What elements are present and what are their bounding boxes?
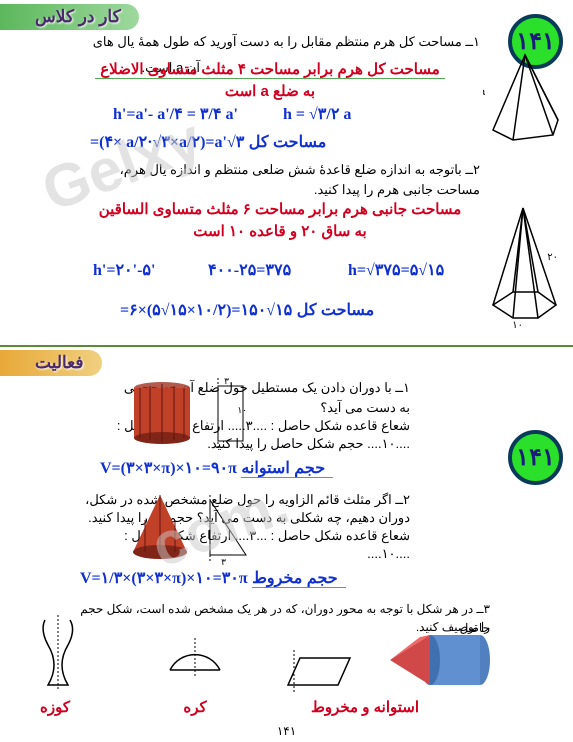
jug-figure xyxy=(30,615,85,695)
formula-h: h = √۳/۲ a xyxy=(283,104,393,124)
divider-line xyxy=(0,345,573,347)
q1-text: ۱ــ مساحت کل هرم منتظم مقابل را به دست آ… xyxy=(80,32,480,53)
ans1-sub: به ضلع a است xyxy=(95,82,445,100)
cyl-cone-label: استوانه و مخروط xyxy=(290,698,440,716)
cylinder-fan-figure xyxy=(130,378,195,450)
hex-pyramid-figure: ۲۰ ۱۰ xyxy=(478,200,568,330)
ans1-title: مساحت کل هرم برابر مساحت ۴ مثلث متساوی ا… xyxy=(95,60,445,79)
formula-f7-label: مساحت کل xyxy=(297,302,375,319)
svg-text:۱۰: ۱۰ xyxy=(512,320,523,330)
formula-area-row: =(۴× a/۲·√۳×a/۲)=a'√۳ مساحت کل xyxy=(90,132,490,152)
svg-text:۳: ۳ xyxy=(221,557,226,565)
formula-f4: h'=۲۰'-۵' xyxy=(93,260,193,280)
pyramid-figure: a xyxy=(483,50,568,145)
formula-f7-row: =۶×(۵√۱۵×۱۰/۲)=۱۵۰√۱۵ مساحت کل xyxy=(120,300,490,320)
svg-text:a: a xyxy=(483,87,485,98)
parallelogram-figure xyxy=(280,650,360,695)
triangle-figure: ۱۰ ۳ xyxy=(198,495,253,565)
work-in-class-header: کار در کلاس xyxy=(0,4,139,30)
ans2-title: مساحت جانبی هرم برابر مساحت ۶ مثلث متساو… xyxy=(90,200,470,218)
page-number-mid: ۱۴۱ xyxy=(508,430,563,485)
formula-f6: h=√۳۷۵=۵√۱۵ xyxy=(348,260,488,280)
rectangle-rotation-figure: ۳ ۱۰ xyxy=(203,378,253,448)
cone-formula-row: V=۱/۳×(۳×۳×π)×۱۰=۳۰π حجم مخروط xyxy=(80,568,500,588)
formula-f7: =۶×(۵√۱۵×۱۰/۲)=۱۵۰√۱۵ xyxy=(120,302,292,319)
svg-text:۳: ۳ xyxy=(224,378,229,386)
q2-text: ۲ــ باتوجه به اندازه ضلع قاعدهٔ شش ضلعی … xyxy=(80,160,480,181)
formula-area-label: مساحت کل xyxy=(249,134,327,151)
cyl-cone-figure xyxy=(380,625,510,700)
sphere-figure xyxy=(160,630,230,685)
ans2-sub: به ساق ۲۰ و قاعده ۱۰ است xyxy=(90,222,470,240)
cylinder-formula-row: V=(۳×۳×π)×۱۰=۹۰π حجم استوانه xyxy=(100,458,500,478)
cylinder-label: حجم استوانه xyxy=(241,460,333,478)
sphere-label: کره xyxy=(165,698,225,716)
formula-f5: ۴۰۰-۲۵=۳۷۵ xyxy=(208,260,338,280)
formula-h-squared: h'=a'- a'/۴ = ۳/۴ a' xyxy=(113,104,243,124)
activity-header: فعالیت xyxy=(0,350,102,376)
cylinder-formula: V=(۳×۳×π)×۱۰=۹۰π xyxy=(100,460,237,477)
cone-formula: V=۱/۳×(۳×۳×π)×۱۰=۳۰π xyxy=(80,570,248,587)
svg-text:۲۰: ۲۰ xyxy=(547,252,558,263)
footer-page-number: ۱۴۱ xyxy=(0,724,573,738)
jug-label: کوزه xyxy=(25,698,85,716)
formula-area: =(۴× a/۲·√۳×a/۲)=a'√۳ xyxy=(90,134,244,151)
cone-figure xyxy=(125,490,195,565)
q2b-text: مساحت جانبی هرم را پیدا کنید. xyxy=(80,180,480,201)
svg-text:۱۰: ۱۰ xyxy=(237,405,247,415)
cone-label: حجم مخروط xyxy=(252,570,346,588)
